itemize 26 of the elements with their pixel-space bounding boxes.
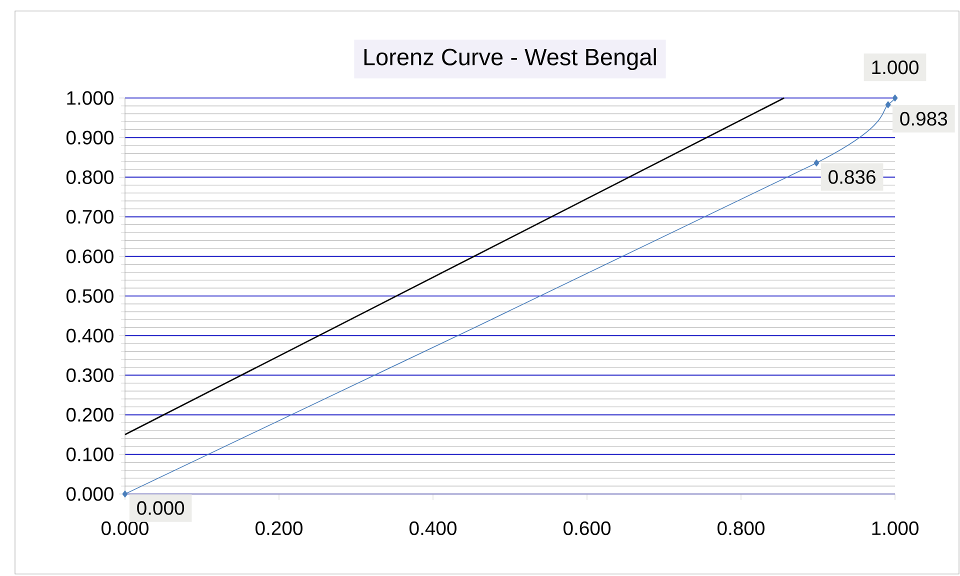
chart-title: Lorenz Curve - West Bengal: [364, 48, 656, 70]
x-tick-label: 0.200: [256, 521, 302, 536]
point: [885, 101, 891, 108]
x-tick-label: 0.000: [102, 521, 148, 536]
y-tick-label: 0.400: [66, 328, 114, 342]
x-tick-label: 0.400: [410, 521, 456, 536]
y-tick-label: 0.500: [66, 289, 114, 303]
y-tick-label: 0.600: [66, 250, 114, 264]
x-tick-label: 1.000: [872, 521, 918, 536]
point: [814, 159, 820, 166]
y-tick-label: 0.800: [66, 170, 114, 184]
y-tick-label: 0.100: [66, 448, 114, 462]
y-tick-label: 0.900: [66, 130, 114, 144]
y-tick-label: 0.300: [66, 368, 114, 382]
data-label: 1.000: [872, 60, 918, 74]
data-label: 0.000: [137, 501, 184, 515]
point: [122, 490, 128, 498]
y-tick-label: 1.000: [67, 91, 114, 105]
data-label: 0.983: [900, 112, 948, 126]
x-tick-label: 0.600: [564, 521, 610, 536]
point: [892, 94, 898, 102]
y-tick-label: 0.700: [66, 210, 114, 224]
y-tick-label: 0.200: [66, 408, 114, 422]
y-tick-label: 0.000: [66, 487, 114, 501]
x-tick-label: 0.800: [718, 521, 764, 536]
data-label: 0.836: [828, 170, 876, 184]
